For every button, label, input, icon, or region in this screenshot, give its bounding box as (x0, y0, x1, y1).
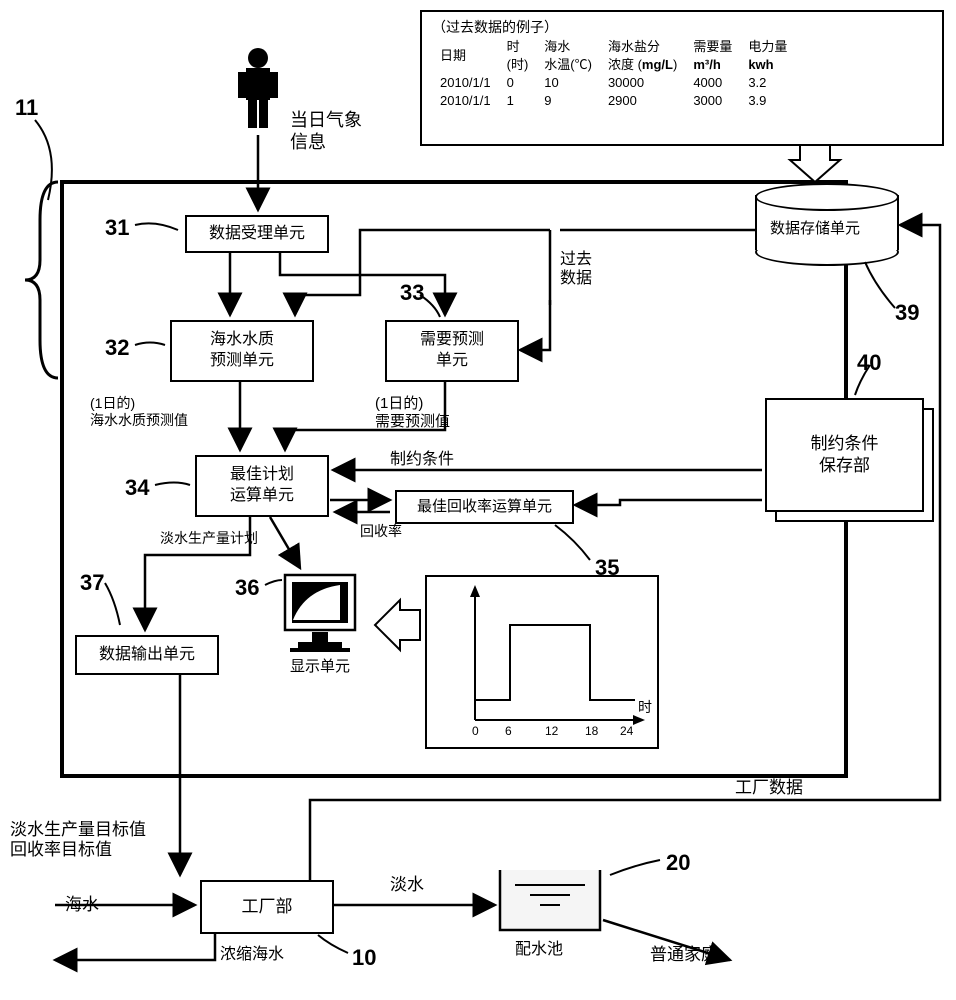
label-20: 20 (666, 850, 690, 876)
label-11: 11 (15, 95, 38, 121)
household-label: 普通家庭 (650, 945, 718, 965)
unit-40-box: 制约条件 保存部 (765, 398, 924, 512)
factory-box: 工厂部 (200, 880, 334, 934)
factory-label: 工厂部 (242, 896, 293, 918)
conc-seawater-label: 浓缩海水 (220, 945, 284, 964)
unit-32-label: 海水水质 预测单元 (210, 330, 274, 372)
arrow-conc-out (55, 933, 215, 960)
freshwater-label: 淡水 (390, 875, 424, 895)
weather-info-label: 当日气象 信息 (290, 110, 362, 153)
unit-33-label: 需要预测 单元 (420, 330, 484, 372)
unit-37-box: 数据输出单元 (75, 635, 219, 675)
past-data-table: 日期时(时)海水水温(℃)海水盐分浓度 (mg/L)需要量m³/h电力量kwh … (432, 38, 795, 111)
past-data-title: （过去数据的例子） (432, 18, 932, 38)
tank-label: 配水池 (515, 940, 563, 959)
unit-31-label: 数据受理单元 (209, 224, 305, 245)
label-39: 39 (895, 300, 919, 326)
unit-35-box: 最佳回收率运算单元 (395, 490, 574, 524)
cylinder-top (755, 183, 899, 211)
person-icon (238, 48, 278, 128)
unit-33-box: 需要预测 单元 (385, 320, 519, 382)
label-40: 40 (857, 350, 881, 376)
unit-35-label: 最佳回收率运算单元 (417, 497, 552, 517)
seawater-in-label: 海水 (65, 895, 99, 915)
target-vals-label: 淡水生产量目标值 回收率目标值 (10, 820, 146, 861)
unit-39-label: 数据存储单元 (770, 220, 860, 238)
unit-34-label: 最佳计划 运算单元 (230, 465, 294, 507)
tank-icon (500, 870, 600, 930)
unit-31-box: 数据受理单元 (185, 215, 329, 253)
factory-data-label: 工厂数据 (735, 778, 803, 798)
unit-40-label: 制约条件 保存部 (811, 433, 879, 477)
chart-box (425, 575, 659, 749)
unit-37-label: 数据输出单元 (99, 645, 195, 666)
past-data-example-box: （过去数据的例子） 日期时(时)海水水温(℃)海水盐分浓度 (mg/L)需要量m… (420, 10, 944, 146)
unit-34-box: 最佳计划 运算单元 (195, 455, 329, 517)
label-10: 10 (352, 945, 376, 971)
unit-32-box: 海水水质 预测单元 (170, 320, 314, 382)
brace-11 (25, 182, 58, 378)
curve-11 (35, 120, 52, 200)
